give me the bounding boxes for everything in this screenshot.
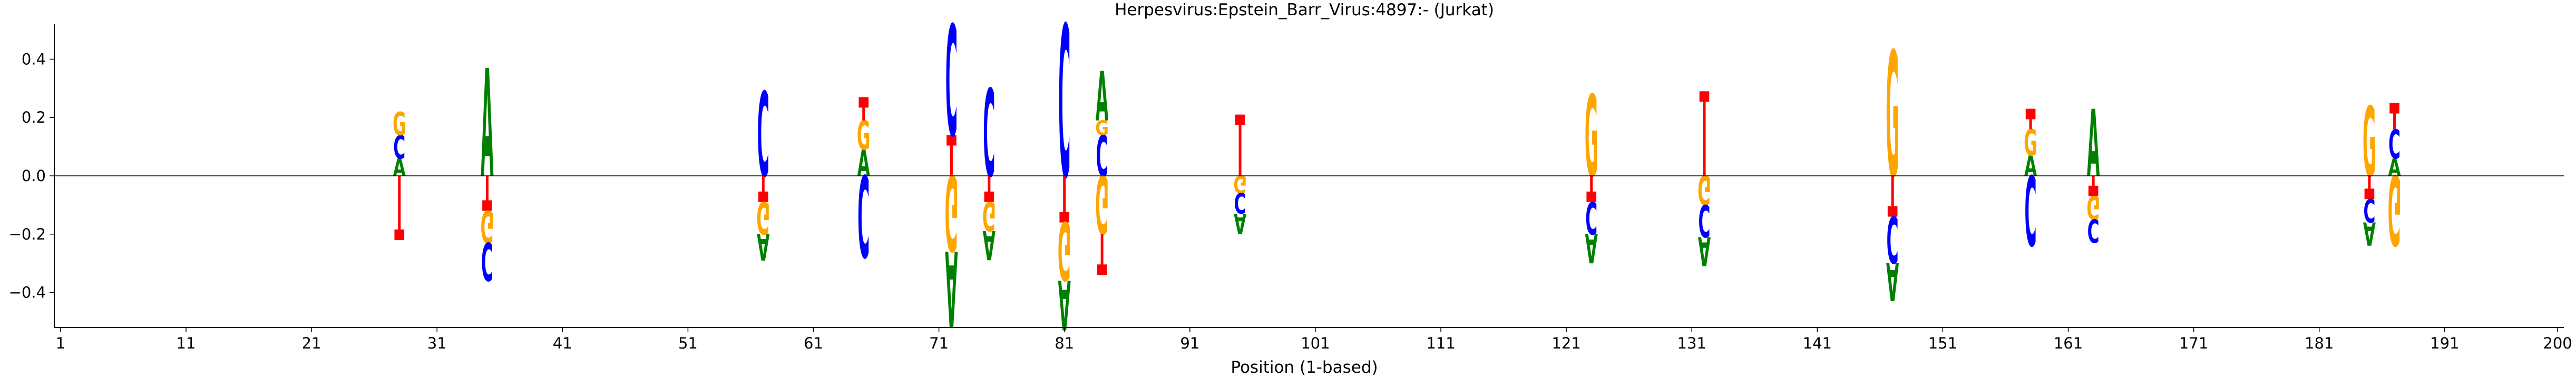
x-tick-label: 11 — [177, 334, 196, 352]
logo-glyph-C: C — [1058, 0, 1070, 225]
x-tick-label: 181 — [2305, 334, 2334, 352]
logo-glyph-T — [858, 97, 869, 121]
logo-glyph-G: G — [2388, 153, 2402, 265]
y-tick-label: 0.4 — [22, 50, 46, 68]
logo-glyph-A: A — [757, 225, 769, 267]
logo-glyph-C: C — [481, 230, 493, 291]
x-tick-label: 131 — [1677, 334, 1706, 352]
x-tick-label: 111 — [1426, 334, 1455, 352]
logo-glyph-A: A — [1585, 224, 1598, 271]
x-tick-label: 41 — [553, 334, 572, 352]
logo-glyph-G: G — [1233, 170, 1247, 197]
logo-glyph-T — [984, 176, 994, 202]
y-tick-label: −0.2 — [9, 225, 46, 243]
logo-glyph-C: C — [945, 0, 958, 171]
logo-glyph-G: G — [945, 151, 959, 272]
y-axis-ticks: −0.4 −0.2 0.0 0.2 0.4 — [9, 50, 54, 302]
x-tick-label: 81 — [1055, 334, 1074, 352]
logo-glyph-G: G — [756, 192, 770, 243]
logo-glyph-T — [2088, 176, 2099, 196]
logo-glyph-T — [947, 135, 957, 176]
x-tick-label: 200 — [2543, 334, 2572, 352]
x-tick-label: 121 — [1552, 334, 1580, 352]
x-axis-ticks: 1 11 21 31 41 51 61 71 81 91 101 111 121 131 141 151 161… — [56, 327, 2572, 352]
logo-glyph-T — [394, 176, 405, 240]
logo-glyph-T — [1097, 234, 1107, 275]
x-tick-label: 101 — [1301, 334, 1330, 352]
logo-glyph-C: C — [757, 69, 769, 204]
logo-glyph-C: C — [2025, 153, 2037, 265]
logo-glyph-C: C — [2087, 212, 2100, 248]
logo-glyph-A: A — [2363, 215, 2376, 252]
logo-glyph-A: A — [2388, 154, 2401, 182]
x-tick-label: 171 — [2179, 334, 2208, 352]
logo-glyph-G: G — [2086, 188, 2100, 225]
logo-glyph-G: G — [2024, 122, 2037, 164]
logo-glyph-G: G — [1697, 166, 1711, 213]
x-tick-label: 51 — [678, 334, 698, 352]
y-tick-label: 0.2 — [22, 108, 46, 126]
logo-glyph-T — [2025, 108, 2036, 130]
logo-glyph-G: G — [481, 201, 494, 252]
logo-glyph-C: C — [983, 65, 995, 205]
y-tick-label: 0.0 — [22, 167, 46, 185]
logo-glyph-T — [2389, 103, 2399, 130]
y-tick-label: −0.4 — [9, 284, 46, 302]
x-tick-label: 161 — [2054, 334, 2083, 352]
x-tick-label: 21 — [302, 334, 321, 352]
x-tick-label: 151 — [1928, 334, 1957, 352]
logo-glyph-C: C — [1585, 192, 1597, 243]
logo-glyph-C: C — [857, 150, 870, 280]
logo-glyph-T — [1235, 114, 1245, 176]
x-tick-label: 191 — [2430, 334, 2459, 352]
logo-glyph-A: A — [2024, 151, 2037, 183]
logo-glyph-A: A — [945, 227, 958, 347]
logo-glyph-C: C — [1096, 124, 1108, 189]
logo-glyph-A: A — [1234, 207, 1246, 239]
logo-glyph-A: A — [1698, 227, 1711, 274]
logo-glyph-G: G — [1095, 117, 1109, 141]
logo-glyph-G: G — [982, 193, 996, 240]
x-tick-label: 91 — [1180, 334, 1199, 352]
logo-glyph-A: A — [857, 143, 870, 185]
logo-glyph-C: C — [393, 129, 405, 166]
chart-title: Herpesvirus:Epstein_Barr_Virus:4897:- (J… — [1115, 1, 1494, 19]
logo-glyph-T — [482, 176, 492, 211]
x-tick-label: 141 — [1803, 334, 1832, 352]
logo-glyph-T — [758, 176, 768, 202]
logo-glyph-C: C — [1699, 195, 1711, 246]
logo-glyph-C: C — [1234, 186, 1246, 218]
logo-glyph-G: G — [1058, 204, 1071, 297]
logo-glyph-T — [2364, 176, 2375, 200]
logo-glyph-C: C — [2363, 191, 2375, 228]
logo-glyph-C: C — [2388, 121, 2401, 168]
x-tick-label: 61 — [804, 334, 823, 352]
logo-glyph-A: A — [1096, 58, 1108, 137]
logo-glyph-T — [1586, 176, 1597, 202]
logo-glyph-T — [1887, 176, 1898, 217]
logo-glyph-T — [1699, 91, 1710, 176]
logo-glyph-C: C — [1887, 202, 1899, 276]
x-axis-label: Position (1-based) — [1231, 358, 1378, 377]
x-tick-label: 31 — [427, 334, 447, 352]
x-tick-label: 71 — [929, 334, 949, 352]
logo-glyph-A: A — [1886, 251, 1899, 311]
logo-glyph-T — [1059, 176, 1070, 223]
logo-glyph-G: G — [393, 106, 406, 143]
logo-glyph-A: A — [983, 222, 996, 268]
x-tick-label: 1 — [56, 334, 65, 352]
